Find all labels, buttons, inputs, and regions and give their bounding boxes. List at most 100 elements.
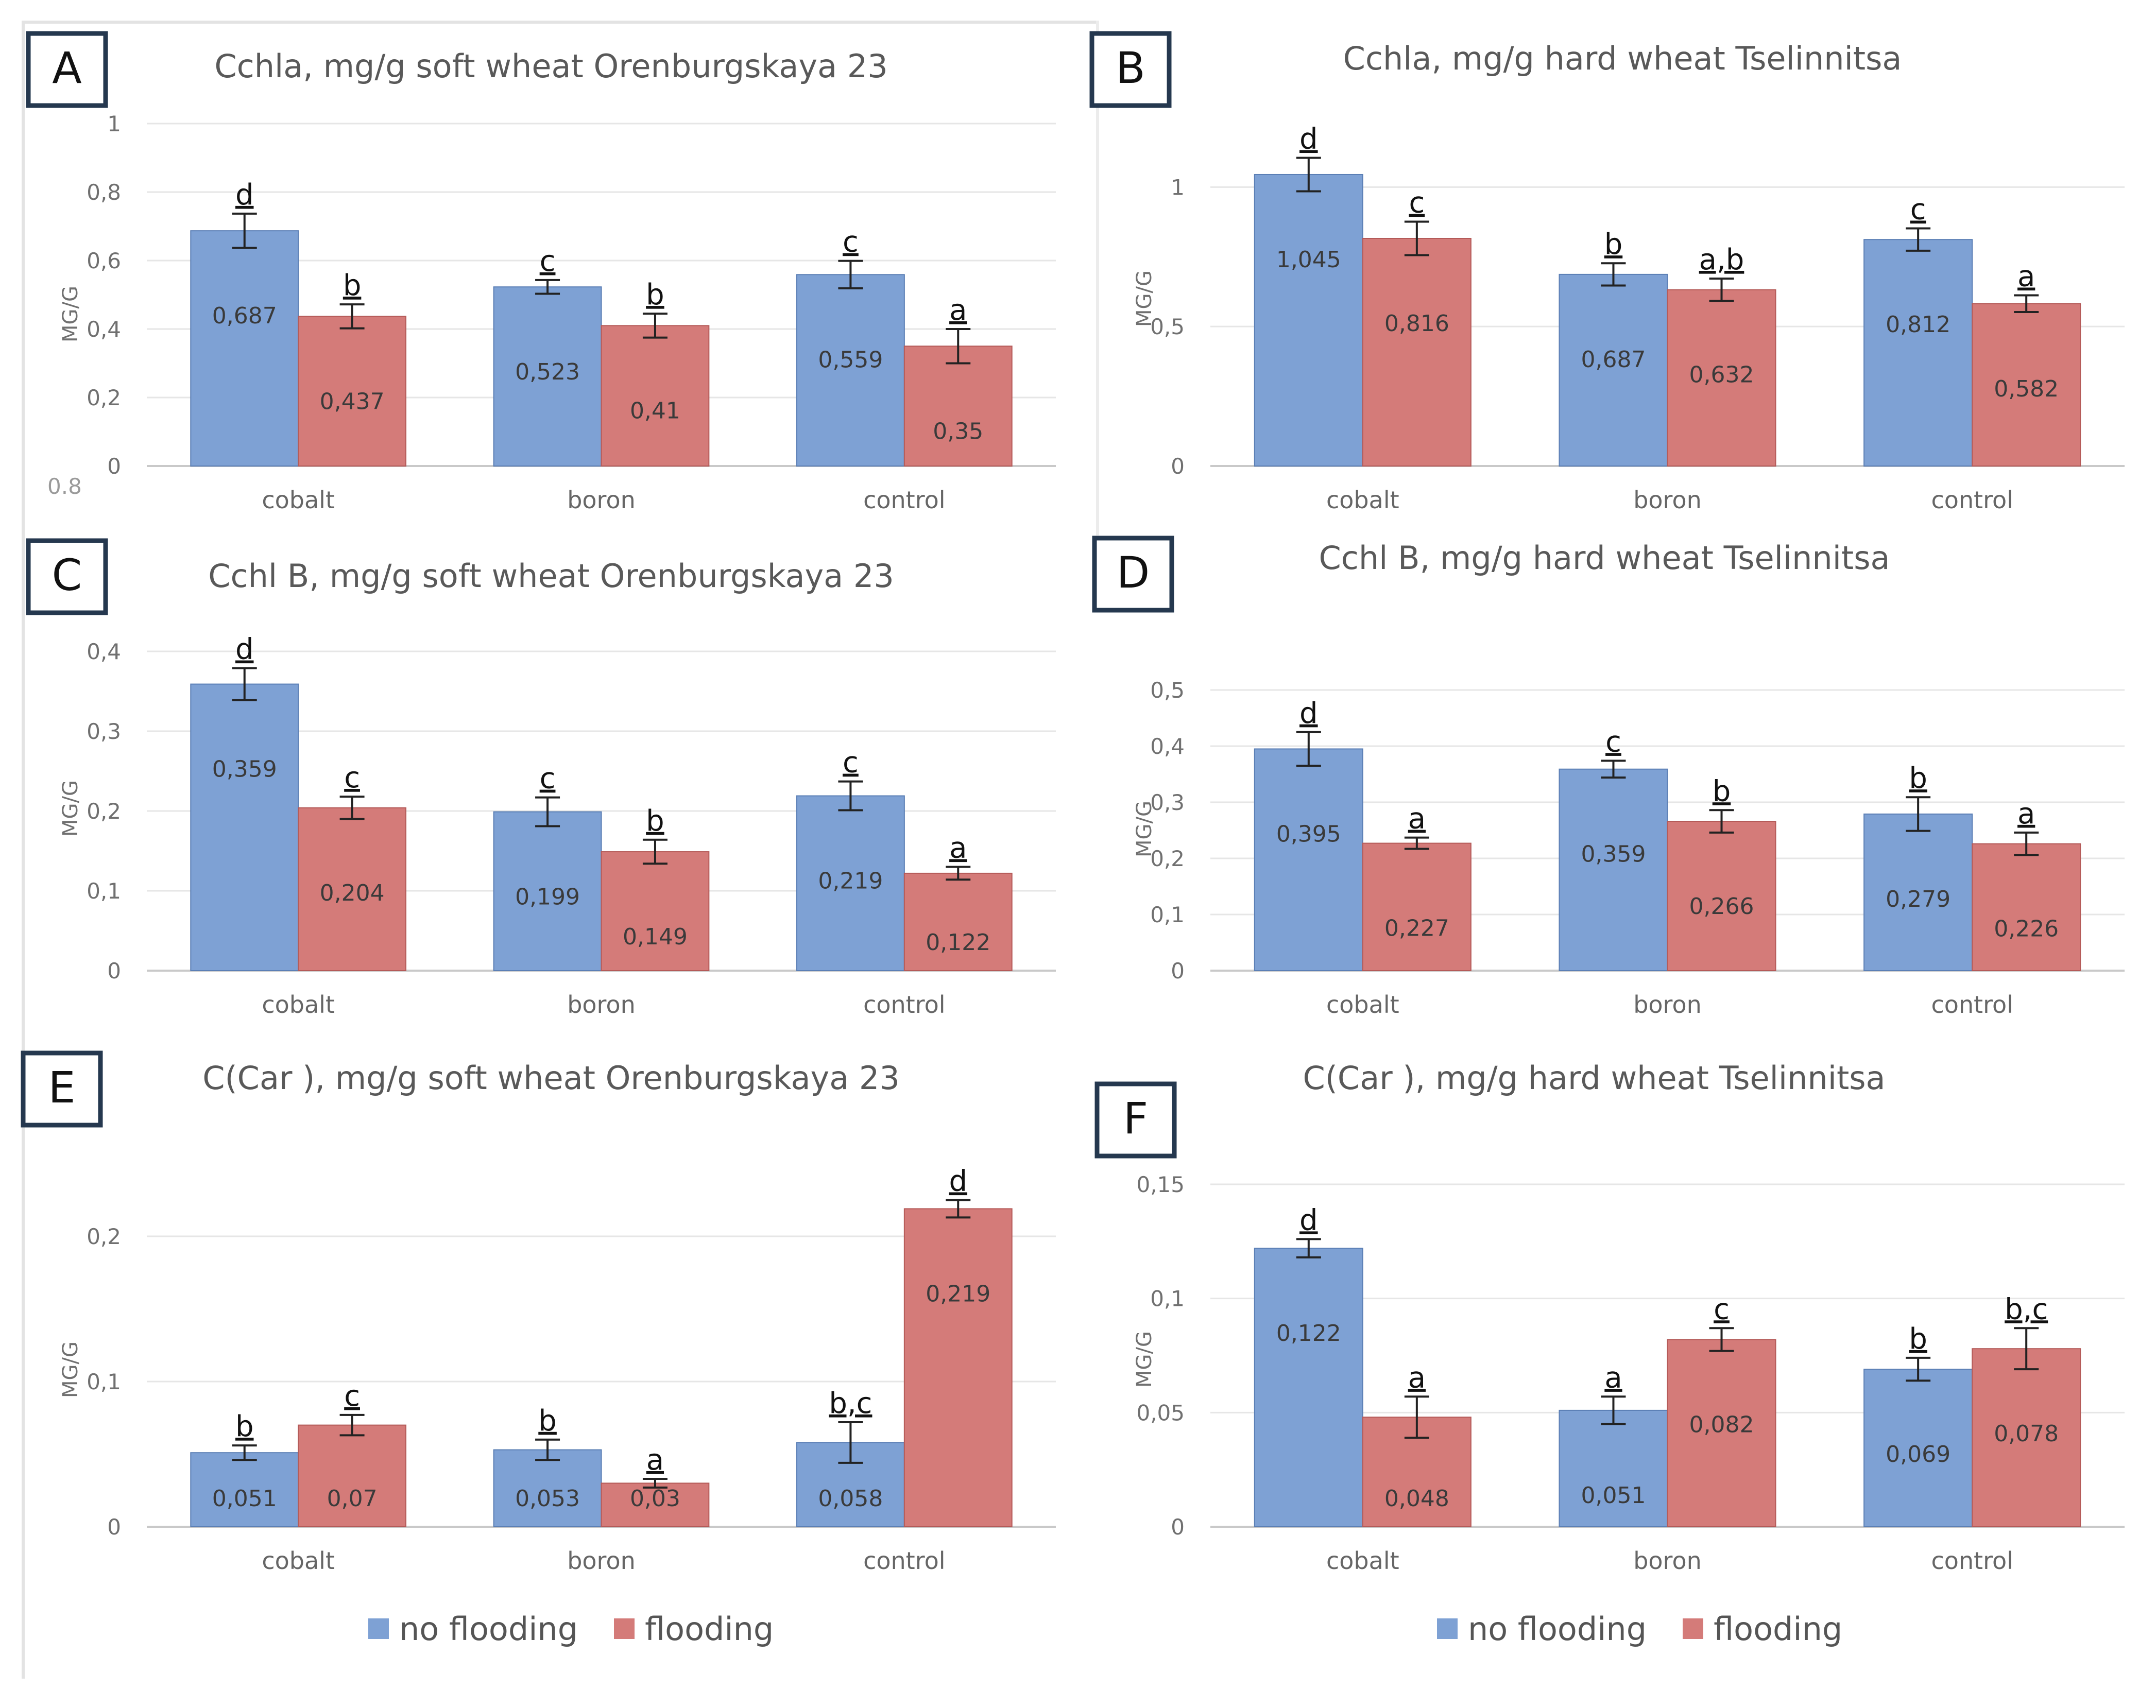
legend-right: no flooding flooding bbox=[1437, 1610, 1878, 1648]
panel-f-significance-letter: c bbox=[1714, 1292, 1730, 1326]
panel-b-value-label: 0,582 bbox=[1994, 376, 2059, 402]
panel-d-x-tick-label: boron bbox=[1633, 991, 1702, 1019]
legend-item-no-flooding: no flooding bbox=[1437, 1610, 1647, 1648]
panel-b-bar-no-flooding-boron bbox=[1559, 273, 1668, 467]
legend-left: no flooding flooding bbox=[368, 1610, 810, 1648]
panel-f-value-label: 0,048 bbox=[1384, 1486, 1449, 1512]
panel-e-value-label: 0,053 bbox=[515, 1486, 580, 1512]
panel-d-bar-no-flooding-boron bbox=[1559, 768, 1668, 971]
panel-c-y-tick-label: 0,2 bbox=[87, 799, 121, 824]
panel-d-y-tick-label: 0,1 bbox=[1150, 902, 1185, 927]
panel-c-significance-letter: d bbox=[235, 633, 254, 666]
panel-d-value-label: 0,226 bbox=[1994, 916, 2059, 942]
panel-d-bar-no-flooding-cobalt bbox=[1254, 748, 1363, 971]
panel-b-bar-no-flooding-control bbox=[1863, 239, 1973, 467]
panel-e-significance-letter: d bbox=[949, 1165, 967, 1198]
panel-e-significance-letter: a bbox=[646, 1443, 664, 1477]
panel-a-value-label: 0,687 bbox=[212, 303, 277, 329]
panel-c-bar-no-flooding-boron bbox=[493, 811, 602, 972]
panel-d-value-label: 0,227 bbox=[1384, 916, 1449, 942]
panel-f-bar-no-flooding-cobalt bbox=[1254, 1248, 1363, 1527]
panel-c-bar-no-flooding-cobalt bbox=[190, 683, 299, 972]
panel-a-y-tick-label: 0,4 bbox=[87, 317, 121, 342]
panel-a-value-label: 0,523 bbox=[515, 359, 580, 385]
panel-e-value-label: 0,051 bbox=[212, 1486, 277, 1512]
panel-a-significance-letter: b bbox=[343, 269, 362, 302]
panel-f-significance-letter: b bbox=[1909, 1322, 1927, 1356]
panel-b-x-tick-label: boron bbox=[1633, 486, 1702, 514]
panel-d-y-tick-label: 0,4 bbox=[1150, 734, 1185, 759]
panel-a-value-label: 0,35 bbox=[933, 418, 983, 444]
panel-a-y-tick-label: 0,2 bbox=[87, 385, 121, 410]
panel-a-significance-letter: c bbox=[843, 226, 859, 259]
panel-e-y-tick-label: 0,1 bbox=[87, 1369, 121, 1394]
panel-e-x-tick-label: boron bbox=[567, 1547, 636, 1575]
panel-c-x-tick-label: control bbox=[863, 991, 945, 1019]
panel-d-x-tick-label: cobalt bbox=[1326, 991, 1399, 1019]
panel-d-x-tick-label: control bbox=[1931, 991, 2013, 1019]
panel-a-bar-no-flooding-cobalt bbox=[190, 230, 299, 467]
panel-b-bar-no-flooding-cobalt bbox=[1254, 174, 1363, 467]
panel-a-bar-flooding-boron bbox=[601, 325, 710, 467]
panel-d-y-tick-label: 0,2 bbox=[1150, 846, 1185, 871]
panel-b-significance-letter: c bbox=[1409, 186, 1425, 220]
panel-f-significance-letter: d bbox=[1299, 1203, 1318, 1237]
panel-c-value-label: 0,359 bbox=[212, 756, 277, 783]
legend-label-no-flooding: no flooding bbox=[399, 1610, 578, 1648]
panel-e-title: C(Car ), mg/g soft wheat Orenburgskaya 2… bbox=[202, 1059, 900, 1097]
panel-b-value-label: 0,687 bbox=[1581, 347, 1646, 373]
panel-f-significance-letter: b,c bbox=[2005, 1292, 2048, 1326]
panel-e-significance-letter: c bbox=[344, 1379, 360, 1413]
panel-d-y-tick-label: 0 bbox=[1171, 958, 1185, 984]
panel-e-bar-flooding-control bbox=[903, 1208, 1013, 1527]
panel-d-significance-letter: d bbox=[1299, 697, 1318, 730]
panel-f-x-tick-label: boron bbox=[1633, 1547, 1702, 1575]
panel-b-letter: B bbox=[1116, 43, 1145, 93]
panel-e-y-tick-label: 0,2 bbox=[87, 1224, 121, 1249]
panel-b-bar-flooding-cobalt bbox=[1362, 238, 1471, 467]
panel-d-bar-flooding-control bbox=[1972, 843, 2081, 972]
panel-e-x-tick-label: control bbox=[863, 1547, 945, 1575]
panel-b-x-tick-label: cobalt bbox=[1326, 486, 1399, 514]
panel-a-y-tick-label: 0,8 bbox=[87, 180, 121, 205]
panel-c-bar-flooding-control bbox=[903, 872, 1013, 972]
panel-f-value-label: 0,051 bbox=[1581, 1482, 1646, 1509]
panel-c-letter-box bbox=[26, 538, 108, 615]
panel-e-significance-letter: b bbox=[235, 1410, 254, 1443]
panel-d-significance-letter: c bbox=[1605, 725, 1621, 758]
panel-c-significance-letter: a bbox=[949, 832, 967, 865]
figure-frame-top bbox=[22, 21, 1098, 24]
panel-e-value-label: 0,219 bbox=[926, 1281, 990, 1307]
panel-a-bar-no-flooding-boron bbox=[493, 286, 602, 467]
panel-f-title: C(Car ), mg/g hard wheat Tselinnitsa bbox=[1303, 1059, 1885, 1097]
panel-e-value-label: 0,058 bbox=[818, 1486, 883, 1512]
legend-swatch-flooding bbox=[614, 1618, 635, 1639]
panel-d-significance-letter: b bbox=[1713, 774, 1731, 808]
panel-a-y-axis-label: MG/G bbox=[59, 286, 82, 342]
panel-e-y-tick-label: 0 bbox=[107, 1514, 121, 1540]
panel-b-bar-flooding-control bbox=[1972, 303, 2081, 467]
panel-a-significance-letter: b bbox=[646, 278, 664, 312]
panel-b-value-label: 0,816 bbox=[1384, 310, 1449, 337]
figure-frame-left bbox=[22, 21, 25, 1679]
legend-item-flooding: flooding bbox=[1683, 1610, 1842, 1648]
panel-d-y-tick-label: 0,5 bbox=[1150, 678, 1185, 703]
panel-a-significance-letter: a bbox=[949, 294, 967, 327]
panel-b-value-label: 1,045 bbox=[1276, 247, 1341, 273]
panel-c-y-tick-label: 0,4 bbox=[87, 639, 121, 664]
legend-label-no-flooding: no flooding bbox=[1468, 1610, 1647, 1648]
panel-a-value-label: 0,559 bbox=[818, 347, 883, 373]
panel-e-significance-letter: b bbox=[538, 1404, 557, 1438]
panel-c-y-axis-label: MG/G bbox=[59, 780, 82, 837]
panel-b-letter-box bbox=[1089, 31, 1172, 108]
panel-a-significance-letter: d bbox=[235, 178, 254, 212]
legend-label-flooding: flooding bbox=[1714, 1610, 1843, 1648]
panel-d-value-label: 0,266 bbox=[1689, 893, 1754, 920]
panel-c-bar-flooding-cobalt bbox=[298, 807, 407, 972]
legend-swatch-no-flooding bbox=[368, 1618, 389, 1639]
panel-c-significance-letter: b bbox=[646, 804, 664, 838]
panel-c-x-tick-label: boron bbox=[567, 991, 636, 1019]
panel-a-y-tick-label: 1 bbox=[107, 111, 121, 136]
panel-b-y-tick-label: 0 bbox=[1171, 454, 1185, 479]
panel-a-y-tick-label: 0 bbox=[107, 454, 121, 479]
